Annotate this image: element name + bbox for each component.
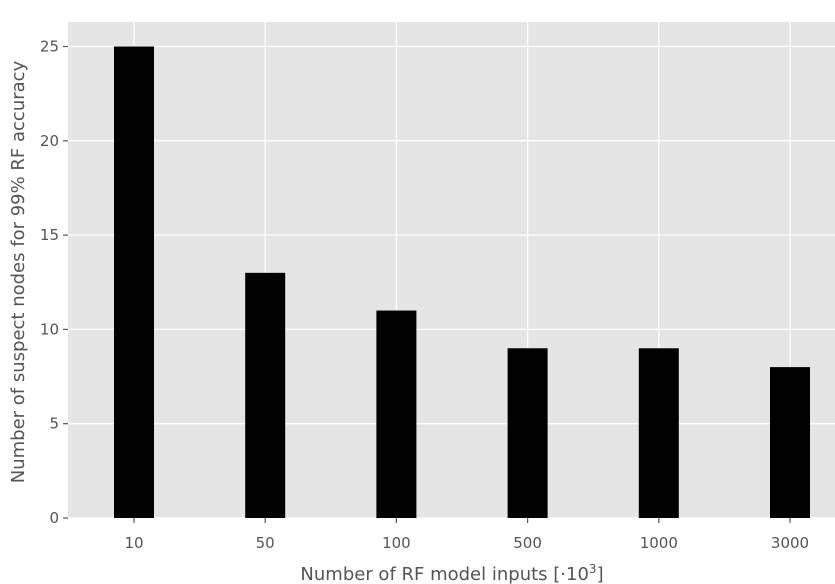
x-tick-label-50: 50 [256, 534, 275, 552]
y-tick-label-0: 0 [49, 509, 59, 527]
bar-1000 [638, 348, 679, 518]
bar-10 [114, 46, 154, 518]
x-tick-label-1000: 1000 [640, 534, 678, 552]
y-tick-label-5: 25 [40, 38, 59, 56]
x-axis-label: Number of RF model inputs [·103] [300, 562, 603, 584]
x-tick-label-3000: 3000 [771, 534, 809, 552]
bar-3000 [770, 367, 810, 518]
bar-50 [245, 272, 286, 518]
y-tick-label-1: 5 [49, 415, 59, 433]
bar-100 [376, 310, 417, 518]
x-tick-label-100: 100 [382, 534, 411, 552]
y-tick-label-4: 20 [40, 132, 59, 150]
y-axis-ticks: 0 5 10 15 20 25 [40, 38, 68, 527]
y-tick-label-3: 15 [40, 226, 59, 244]
y-tick-label-2: 10 [40, 320, 59, 338]
plot-area [68, 22, 835, 518]
bar-500 [507, 348, 548, 518]
x-tick-label-10: 10 [124, 534, 143, 552]
bars [114, 46, 810, 518]
y-axis-label: Number of suspect nodes for 99% RF accur… [8, 60, 29, 483]
x-axis-ticks: 10 50 100 500 1000 3000 [124, 518, 809, 552]
x-tick-label-500: 500 [513, 534, 542, 552]
